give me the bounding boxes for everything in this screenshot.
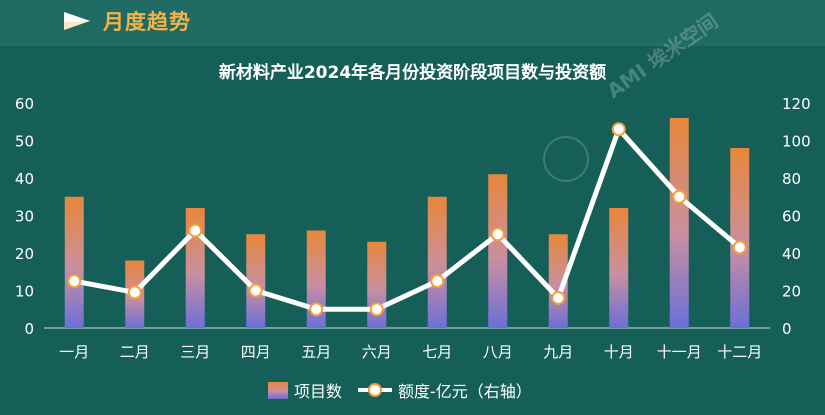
bar (246, 234, 266, 328)
x-tick-label: 七月 (422, 343, 452, 361)
bar (609, 208, 629, 328)
x-tick-label: 十二月 (717, 343, 762, 361)
line-point (430, 274, 445, 289)
y-right-tick-label: 80 (782, 170, 801, 188)
line-point (309, 302, 324, 317)
legend-bar-swatch (268, 382, 288, 399)
bar (669, 118, 689, 328)
line-point (732, 240, 747, 255)
y-left-tick-label: 50 (15, 133, 34, 151)
x-tick-label: 二月 (120, 343, 150, 361)
flag-icon (64, 12, 90, 30)
legend-line-marker (368, 383, 382, 397)
bar (427, 196, 447, 328)
y-right-tick-label: 20 (782, 283, 801, 301)
y-left-tick-label: 0 (24, 320, 34, 338)
y-right-tick-label: 40 (782, 245, 801, 263)
x-tick-label: 九月 (543, 343, 573, 361)
line-point (611, 122, 626, 137)
line-point (248, 283, 263, 298)
legend-line-label: 额度-亿元（右轴） (398, 382, 532, 401)
line-point (672, 189, 687, 204)
bar (730, 148, 750, 328)
x-tick-label: 六月 (362, 343, 392, 361)
x-tick-label: 五月 (301, 343, 331, 361)
line-point (490, 227, 505, 242)
chart-title: 新材料产业2024年各月份投资阶段项目数与投资额 (218, 63, 607, 83)
line-point (188, 223, 203, 238)
y-left-tick-label: 10 (15, 283, 34, 301)
x-tick-label: 十一月 (657, 343, 702, 361)
y-left-tick-label: 20 (15, 245, 34, 263)
line-point (369, 302, 384, 317)
header: 月度趋势 (0, 0, 825, 42)
bar (548, 234, 568, 328)
bar (64, 196, 84, 328)
x-tick-label: 八月 (483, 343, 513, 361)
x-tick-label: 十月 (604, 343, 634, 361)
bar (306, 230, 326, 328)
y-right-tick-label: 60 (782, 208, 801, 226)
x-tick-label: 三月 (180, 343, 210, 361)
y-left-tick-label: 40 (15, 170, 34, 188)
y-left-tick-label: 30 (15, 208, 34, 226)
x-tick-label: 一月 (59, 343, 89, 361)
y-right-tick-label: 100 (782, 133, 811, 151)
line-point (67, 274, 82, 289)
x-tick-label: 四月 (241, 343, 271, 361)
watermark-seal (543, 136, 589, 182)
y-left-tick-label: 60 (15, 95, 34, 113)
bar (488, 174, 508, 328)
legend-bar-label: 项目数 (294, 382, 342, 401)
y-right-tick-label: 120 (782, 95, 811, 113)
y-right-tick-label: 0 (782, 320, 792, 338)
line-point (551, 291, 566, 305)
line-point (127, 285, 142, 300)
line-series (73, 126, 742, 312)
section-title: 月度趋势 (103, 10, 191, 34)
